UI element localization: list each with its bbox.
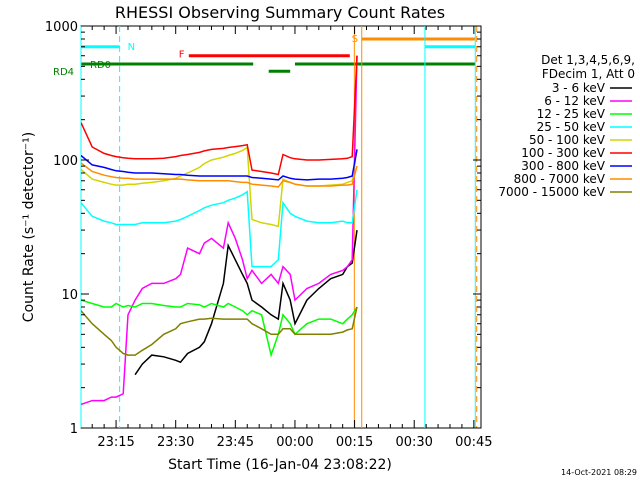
y-tick-label: 100 <box>53 154 78 169</box>
legend-entry: 300 - 800 keV <box>521 159 605 173</box>
series-line-5 <box>81 55 358 176</box>
axes: 1 10 100 1000 23:15 23:30 23:45 00:00 00:15 00:30… <box>45 20 493 450</box>
y-tick-label: 1 <box>70 422 78 437</box>
series-line-1 <box>81 55 358 406</box>
chart-title: RHESSI Observing Summary Count Rates <box>115 3 445 22</box>
flag-label: RD4 <box>53 67 74 78</box>
series-line-8 <box>81 306 358 356</box>
x-tick-label: 00:30 <box>395 435 432 450</box>
legend-entry: 50 - 100 keV <box>529 133 606 147</box>
x-tick-label: 00:15 <box>336 435 373 450</box>
legend-entry: 800 - 7000 keV <box>514 172 606 186</box>
series-line-6 <box>81 149 358 181</box>
x-tick-label: 23:45 <box>217 435 254 450</box>
legend-header: FDecim 1, Att 0 <box>542 67 635 81</box>
series-line-3 <box>81 189 358 268</box>
series-line-2 <box>81 299 358 358</box>
x-tick-label: 00:00 <box>276 435 313 450</box>
footer-date: 14-Oct-2021 08:29 <box>561 468 637 477</box>
flag-label: S <box>352 34 358 45</box>
legend-entry: 12 - 25 keV <box>537 107 606 121</box>
legend: Det 1,3,4,5,6,9,FDecim 1, Att 03 - 6 keV… <box>498 53 635 199</box>
flag-label: N <box>128 42 135 53</box>
legend-entry: 3 - 6 keV <box>552 81 606 95</box>
legend-entry: 7000 - 15000 keV <box>498 185 605 199</box>
x-axis-label: Start Time (16-Jan-04 23:08:22) <box>168 457 392 473</box>
legend-header: Det 1,3,4,5,6,9, <box>541 53 635 67</box>
y-tick-label: 1000 <box>45 20 78 35</box>
x-tick-label: 23:15 <box>97 435 134 450</box>
series-lines <box>81 55 358 406</box>
legend-entry: 100 - 300 keV <box>521 146 605 160</box>
legend-entry: 6 - 12 keV <box>544 94 606 108</box>
y-tick-label: 10 <box>61 288 78 303</box>
flag-bars: N F S RD0 RD4 <box>53 34 476 78</box>
series-line-7 <box>81 162 358 188</box>
legend-entry: 25 - 50 keV <box>537 120 606 134</box>
vertical-markers <box>80 26 478 428</box>
x-tick-label: 23:30 <box>157 435 194 450</box>
flag-label: RD0 <box>90 60 111 71</box>
flag-label: F <box>179 50 185 61</box>
y-axis-label: Count Rate (s⁻¹ detector⁻¹) <box>21 132 37 322</box>
series-line-0 <box>134 229 358 376</box>
x-tick-label: 00:45 <box>455 435 492 450</box>
